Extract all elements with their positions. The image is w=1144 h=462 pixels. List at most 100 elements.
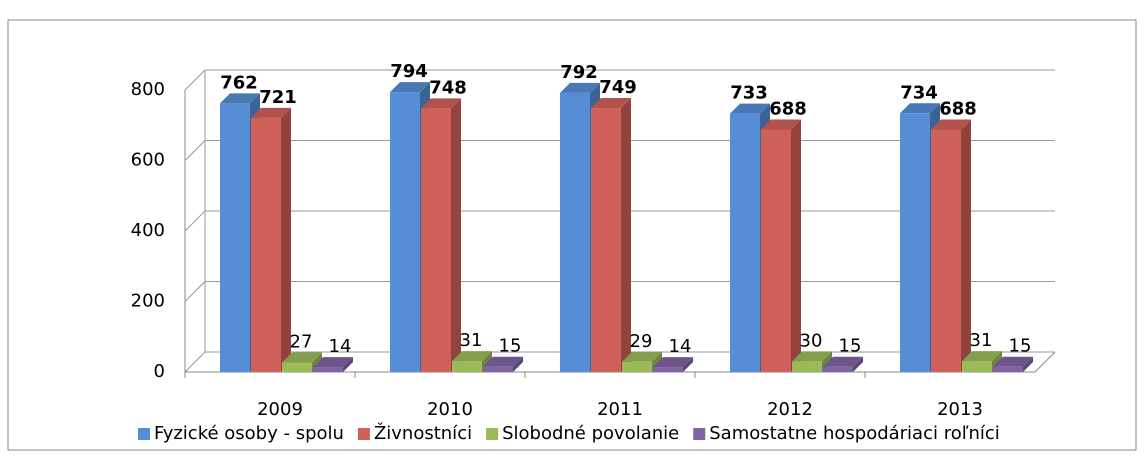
bar-top (622, 351, 662, 362)
bar-top (220, 93, 260, 104)
bar-side (961, 119, 971, 372)
bar-top (931, 119, 971, 130)
bar-side (513, 356, 523, 372)
bar-top (653, 357, 693, 368)
bar-top (251, 107, 291, 118)
legend-label: Fyzické osoby - spolu (154, 423, 344, 444)
data-label: 15 (1009, 336, 1032, 357)
bar (282, 362, 312, 372)
bar (993, 366, 1023, 372)
grid-line-side (184, 210, 206, 232)
bar (452, 361, 482, 372)
bar (823, 366, 853, 372)
floor-edge (1034, 351, 1056, 373)
grid-line-side (184, 351, 206, 373)
bar-side (621, 97, 631, 372)
x-tick-label: 2011 (597, 399, 643, 420)
bar (962, 361, 992, 372)
bar-top (452, 351, 492, 362)
data-label: 29 (630, 331, 653, 352)
bar-3d (993, 356, 1033, 372)
bar-side (451, 98, 461, 372)
bar (730, 113, 760, 373)
bar-top (823, 356, 863, 367)
bar (560, 92, 590, 372)
legend-label: Živnostníci (374, 422, 472, 444)
x-tick-label: 2013 (937, 399, 983, 420)
bar-3d (653, 357, 693, 372)
bar-side (853, 356, 863, 372)
bar (220, 103, 250, 373)
bar-3d (931, 119, 971, 372)
bar-top (900, 103, 940, 114)
data-label: 688 (769, 98, 807, 119)
bar (900, 113, 930, 372)
bar-top (421, 98, 461, 109)
bar-side (343, 357, 353, 372)
data-label: 734 (900, 82, 938, 103)
bar-top (560, 82, 600, 93)
legend-swatch (357, 428, 370, 440)
data-label: 15 (839, 336, 862, 357)
data-label: 792 (560, 62, 598, 83)
grid-line-side (184, 140, 206, 161)
bar (622, 361, 652, 372)
legend-label: Samostatne hospodáriaci roľníci (709, 423, 1000, 444)
y-tick-label: 600 (131, 150, 165, 171)
x-tick-label: 2012 (767, 399, 813, 420)
bar (931, 129, 961, 372)
bar-side (281, 107, 291, 372)
legend-swatch (486, 428, 499, 440)
bar-top (993, 356, 1033, 367)
bar-top (282, 352, 322, 363)
x-tick-label: 2010 (427, 399, 473, 420)
y-tick-label: 200 (131, 291, 165, 312)
bar-top (313, 357, 353, 368)
bar-top (730, 103, 770, 114)
bar (761, 129, 791, 372)
bar-top (792, 351, 832, 362)
bar-3d (823, 356, 863, 372)
bar-top (962, 351, 1002, 362)
bar-3d (251, 107, 291, 372)
bar-3d (313, 357, 353, 372)
legend-label: Slobodné povolanie (502, 423, 679, 444)
bar (251, 117, 281, 372)
data-label: 31 (970, 330, 993, 351)
bar (792, 361, 822, 372)
bar-top (390, 82, 430, 93)
data-label: 749 (599, 77, 637, 98)
data-label: 688 (939, 98, 977, 119)
bar (421, 108, 451, 372)
y-tick-label: 800 (131, 79, 165, 100)
data-label: 14 (669, 336, 692, 357)
bar-side (683, 357, 693, 372)
grid-line-side (184, 281, 206, 302)
data-label: 762 (220, 72, 258, 93)
bar (653, 367, 683, 372)
bar-side (1023, 356, 1033, 372)
bar-3d (421, 98, 461, 372)
bar-top (483, 356, 523, 367)
data-label: 30 (800, 330, 823, 351)
bar (591, 107, 621, 372)
bar-3d (761, 119, 801, 372)
legend-swatch (138, 428, 150, 440)
data-label: 14 (329, 336, 352, 357)
data-label: 794 (390, 61, 428, 82)
data-label: 27 (290, 331, 313, 352)
x-tick-label: 2009 (257, 399, 303, 420)
bar-3d (483, 356, 523, 372)
bar-side (791, 119, 801, 372)
data-label: 15 (499, 336, 522, 357)
y-tick-label: 400 (131, 220, 165, 241)
data-label: 721 (259, 87, 297, 108)
bar (390, 92, 420, 373)
data-label: 31 (460, 330, 483, 351)
y-tick-label: 0 (154, 361, 165, 382)
bar-top (761, 119, 801, 130)
data-label: 733 (730, 83, 768, 104)
bar-3d (591, 97, 631, 372)
grid-line-side (184, 69, 206, 91)
